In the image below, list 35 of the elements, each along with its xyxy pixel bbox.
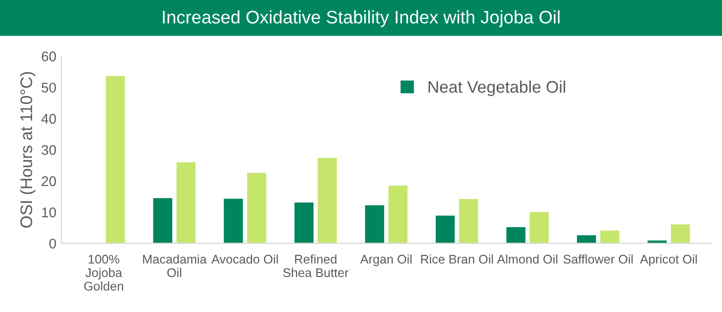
x-tick-label: Avocado Oil <box>211 254 278 264</box>
bar <box>176 162 196 244</box>
bar <box>224 198 243 244</box>
bar <box>153 198 172 244</box>
bar <box>318 158 337 244</box>
bar <box>459 199 478 244</box>
bar <box>530 212 549 244</box>
bar <box>576 235 596 244</box>
y-tick-label: 30 <box>42 145 56 155</box>
y-tick-label: 10 <box>42 207 56 218</box>
bar <box>247 172 266 244</box>
y-axis-title: OSI (Hours at 110°C) <box>20 72 36 228</box>
y-tick-label: 20 <box>42 176 56 186</box>
x-tick-label: Almond Oil <box>496 254 558 264</box>
bar <box>600 230 620 244</box>
bar <box>365 205 384 244</box>
bar <box>436 216 455 244</box>
x-tick-label: Refined Shea Butter <box>283 254 348 278</box>
y-tick-label: 0 <box>49 238 56 249</box>
x-tick-label: Argan Oil <box>360 254 412 266</box>
legend-label: Neat Vegetable Oil <box>428 80 566 96</box>
bar <box>106 76 125 244</box>
bar <box>388 186 408 244</box>
x-tick-label: Safflower Oil <box>563 254 633 264</box>
y-tick-label: 40 <box>41 114 56 124</box>
bar <box>294 202 314 244</box>
bar <box>506 227 526 244</box>
x-tick-label: Rice Bran Oil <box>421 254 493 264</box>
x-tick-label: Apricot Oil <box>640 254 697 266</box>
x-tick-label: 100% Jojoba Golden <box>84 254 124 291</box>
bar <box>670 224 690 244</box>
y-tick-label: 60 <box>42 51 56 62</box>
y-tick-label: 50 <box>42 82 56 93</box>
x-tick-label: Macadamia Oil <box>143 254 207 278</box>
chart-title: Increased Oxidative Stability Index with Jojoba Oil <box>162 10 560 28</box>
